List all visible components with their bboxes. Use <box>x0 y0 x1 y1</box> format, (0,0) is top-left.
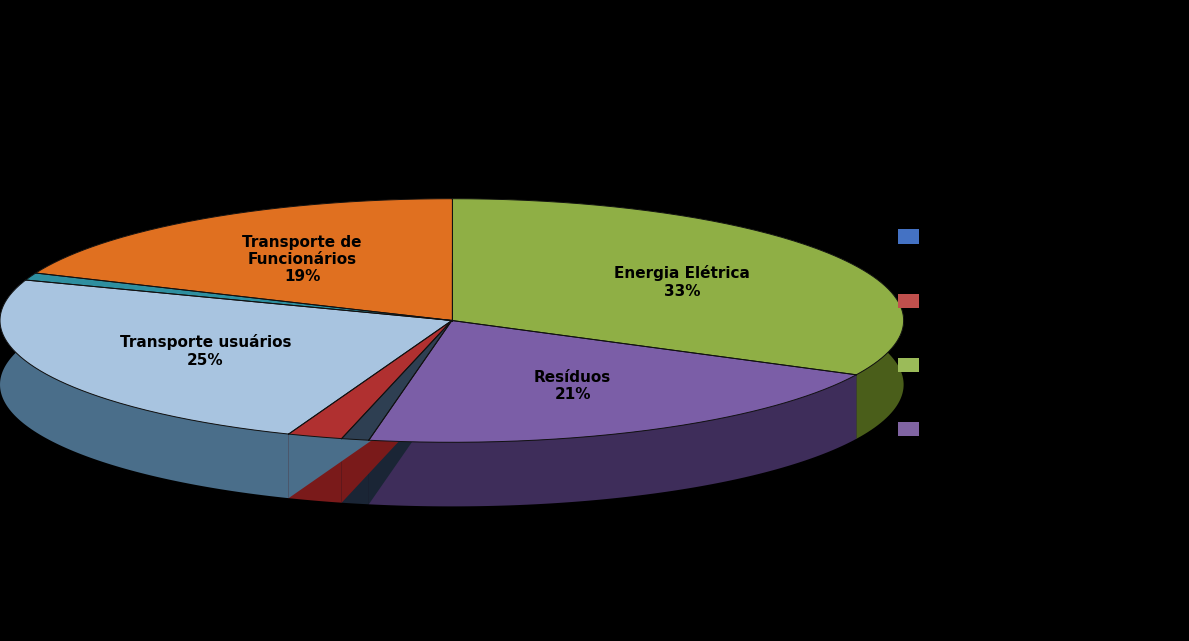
Polygon shape <box>36 199 452 320</box>
FancyBboxPatch shape <box>898 229 919 244</box>
Polygon shape <box>0 280 452 434</box>
FancyBboxPatch shape <box>898 422 919 436</box>
Polygon shape <box>369 320 452 504</box>
Polygon shape <box>341 320 452 503</box>
Polygon shape <box>369 375 856 506</box>
Polygon shape <box>452 199 904 439</box>
Polygon shape <box>452 320 856 439</box>
Polygon shape <box>369 320 452 504</box>
FancyBboxPatch shape <box>898 294 919 308</box>
Polygon shape <box>452 320 856 439</box>
Text: Transporte usuários
25%: Transporte usuários 25% <box>120 335 291 368</box>
Text: Energia Elétrica
33%: Energia Elétrica 33% <box>615 265 750 299</box>
Polygon shape <box>289 320 452 438</box>
Text: Resíduos
21%: Resíduos 21% <box>534 370 611 402</box>
Polygon shape <box>36 199 452 337</box>
Polygon shape <box>289 434 341 503</box>
Polygon shape <box>36 273 452 385</box>
Polygon shape <box>26 280 452 385</box>
Polygon shape <box>369 320 856 442</box>
Polygon shape <box>0 280 289 498</box>
Polygon shape <box>289 320 452 498</box>
Text: Transporte de
Funcionários
19%: Transporte de Funcionários 19% <box>243 235 361 285</box>
FancyBboxPatch shape <box>898 358 919 372</box>
Polygon shape <box>341 320 452 440</box>
Polygon shape <box>452 199 904 375</box>
Polygon shape <box>341 438 369 504</box>
Polygon shape <box>341 320 452 503</box>
Polygon shape <box>26 273 452 320</box>
Polygon shape <box>26 280 452 385</box>
Polygon shape <box>289 320 452 498</box>
Polygon shape <box>26 273 36 344</box>
Polygon shape <box>36 273 452 385</box>
